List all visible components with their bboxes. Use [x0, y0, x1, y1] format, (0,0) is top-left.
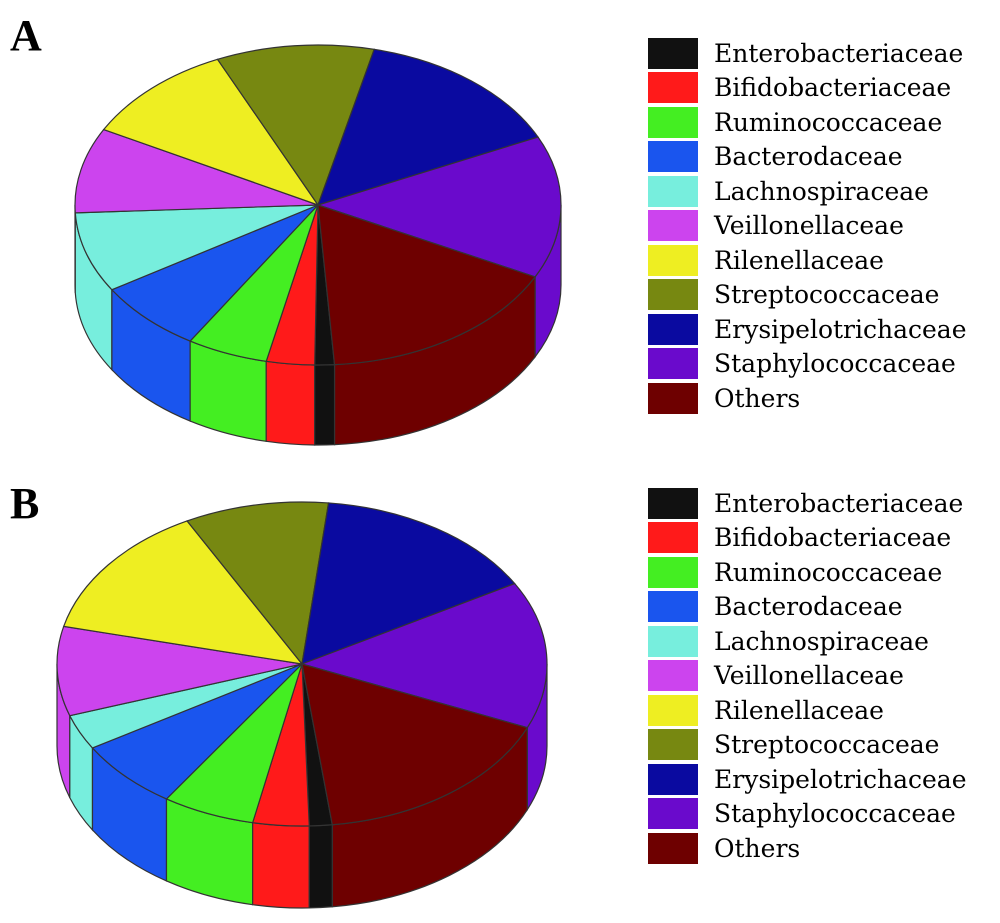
legend-item: Bifidobacteriaceae — [648, 521, 967, 556]
pie-side-bifidobacteriaceae — [252, 821, 310, 909]
legend-swatch — [648, 729, 698, 761]
legend-label: Staphylococcaceae — [714, 349, 956, 379]
legend-label: Ruminococcaceae — [714, 557, 943, 587]
legend-swatch — [648, 556, 698, 588]
legend-item: Rilenellaceae — [648, 243, 967, 278]
pie-slice-streptococcaceae — [186, 501, 330, 666]
pie-side-bifidobacteriaceae — [265, 360, 316, 446]
legend-item: Erysipelotrichaceae — [648, 762, 967, 797]
legend-label: Rilenellaceae — [714, 245, 884, 275]
pie-slice-rilenellaceae — [62, 520, 304, 665]
legend-swatch — [648, 382, 698, 414]
panel-label-a: A — [10, 11, 42, 60]
legend-swatch — [648, 72, 698, 104]
legend-label: Streptococcaceae — [714, 280, 940, 310]
legend-item: Streptococcaceae — [648, 278, 967, 313]
legend-label: Veillonellaceae — [714, 661, 904, 691]
legend-swatch — [648, 763, 698, 795]
legend-swatch — [648, 37, 698, 69]
legend-item: Lachnospiraceae — [648, 624, 967, 659]
legend-swatch — [648, 175, 698, 207]
legend-item: Bacterodaceae — [648, 140, 967, 175]
legend-item: Lachnospiraceae — [648, 174, 967, 209]
legend-swatch — [648, 313, 698, 345]
legend-swatch — [648, 660, 698, 692]
pie-slice-erysipelotrichaceae — [317, 48, 539, 206]
pie-slice-erysipelotrichaceae — [301, 502, 516, 665]
pie-slice-veillonellaceae — [56, 625, 303, 717]
legend-label: Lachnospiraceae — [714, 626, 929, 656]
legend-swatch — [648, 348, 698, 380]
pie-side-enterobacteriaceae — [308, 824, 333, 909]
legend-label: Enterobacteriaceae — [714, 38, 964, 68]
legend-swatch — [648, 798, 698, 830]
legend-label: Bacterodaceae — [714, 592, 903, 622]
pie-slice-bacterodaceae — [91, 663, 303, 800]
pie-chart-b — [56, 501, 548, 909]
legend-item: Enterobacteriaceae — [648, 36, 967, 71]
legend-label: Staphylococcaceae — [714, 799, 956, 829]
legend-label: Bacterodaceae — [714, 142, 903, 172]
pie-slice-others — [317, 204, 537, 366]
legend-item: Bacterodaceae — [648, 590, 967, 625]
legend-item: Erysipelotrichaceae — [648, 312, 967, 347]
legend-label: Lachnospiraceae — [714, 176, 929, 206]
legend-item: Ruminococcaceae — [648, 555, 967, 590]
legend-swatch — [648, 522, 698, 554]
pie-side-enterobacteriaceae — [314, 364, 336, 446]
legend-item: Ruminococcaceae — [648, 105, 967, 140]
pie-slice-bacterodaceae — [110, 204, 319, 342]
legend-item: Staphylococcaceae — [648, 797, 967, 832]
legend-item: Others — [648, 831, 967, 866]
legend-b: Enterobacteriaceae Bifidobacteriaceae Rumi… — [648, 486, 967, 866]
legend-label: Streptococcaceae — [714, 730, 940, 760]
legend-item: Others — [648, 381, 967, 416]
legend-swatch — [648, 106, 698, 138]
legend-label: Others — [714, 383, 801, 413]
legend-a: Enterobacteriaceae Bifidobacteriaceae Rumi… — [648, 36, 967, 416]
legend-label: Bifidobacteriaceae — [714, 73, 952, 103]
legend-swatch — [648, 210, 698, 242]
legend-swatch — [648, 625, 698, 657]
pie-slice-veillonellaceae — [74, 128, 319, 214]
legend-swatch — [648, 694, 698, 726]
legend-label: Bifidobacteriaceae — [714, 523, 952, 553]
legend-swatch — [648, 487, 698, 519]
legend-label: Veillonellaceae — [714, 211, 904, 241]
legend-swatch — [648, 591, 698, 623]
pie-slice-staphylococcaceae — [316, 136, 562, 278]
legend-item: Staphylococcaceae — [648, 347, 967, 382]
legend-item: Rilenellaceae — [648, 693, 967, 728]
pie-chart-a — [74, 44, 562, 446]
legend-item: Veillonellaceae — [648, 659, 967, 694]
legend-label: Ruminococcaceae — [714, 107, 943, 137]
legend-label: Rilenellaceae — [714, 695, 884, 725]
legend-swatch — [648, 832, 698, 864]
legend-swatch — [648, 279, 698, 311]
legend-item: Streptococcaceae — [648, 728, 967, 763]
legend-label: Enterobacteriaceae — [714, 488, 964, 518]
legend-item: Enterobacteriaceae — [648, 486, 967, 521]
pie-slice-rilenellaceae — [102, 58, 320, 207]
legend-item: Bifidobacteriaceae — [648, 71, 967, 106]
legend-label: Erysipelotrichaceae — [714, 314, 967, 344]
legend-label: Erysipelotrichaceae — [714, 764, 967, 794]
legend-swatch — [648, 244, 698, 276]
pie-slice-others — [301, 663, 529, 826]
pie-slice-staphylococcaceae — [300, 582, 548, 729]
legend-item: Veillonellaceae — [648, 209, 967, 244]
pie-slice-streptococcaceae — [216, 44, 376, 207]
pie-slice-lachnospiraceae — [74, 204, 319, 291]
panel-label-b: B — [10, 479, 40, 528]
legend-swatch — [648, 141, 698, 173]
legend-label: Others — [714, 833, 801, 863]
